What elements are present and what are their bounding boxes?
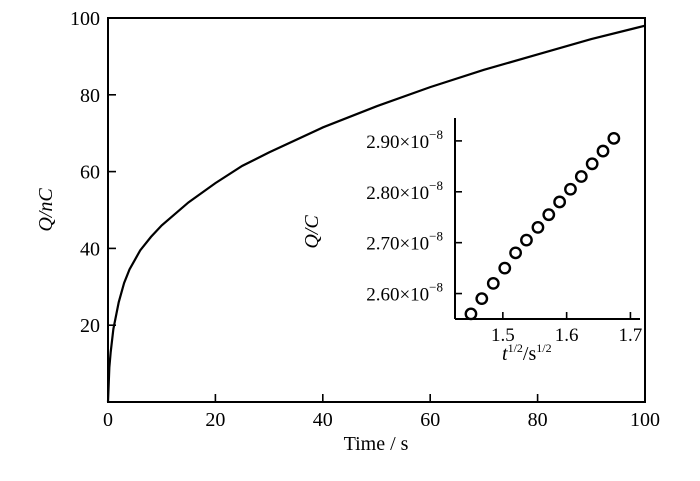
inset-data-point xyxy=(553,195,567,209)
main-y-tick-label: 60 xyxy=(80,162,100,184)
inset-x-tick-label: 1.5 xyxy=(491,325,515,346)
inset-y-tick-label: 2.60×10−8 xyxy=(366,280,443,306)
inset-data-point xyxy=(564,182,577,196)
inset-data-point xyxy=(486,276,500,290)
inset-data-point xyxy=(574,170,588,183)
main-y-tick-label: 80 xyxy=(80,85,100,107)
main-y-tick-label: 20 xyxy=(80,315,100,337)
inset-data-point xyxy=(542,208,556,222)
inset-y-tick-label: 2.80×10−8 xyxy=(366,178,443,204)
inset-x-label-unit: /s xyxy=(523,343,537,365)
inset-y-axis-label: Q/C xyxy=(301,215,323,249)
main-y-tick-label: 100 xyxy=(70,8,100,30)
inset-data-point xyxy=(498,261,512,275)
inset-data-point xyxy=(520,233,533,247)
main-x-axis-label: Time / s xyxy=(344,433,409,455)
main-x-ticks: 0 20 40 60 80 100 xyxy=(103,394,660,431)
inset-data-point xyxy=(585,157,599,171)
main-y-axis-label: Q/nC xyxy=(35,188,57,232)
inset-x-tick-label: 1.6 xyxy=(555,325,579,346)
main-series-line xyxy=(106,24,646,403)
inset-y-ticks: 2.60×10−8 2.70×10−8 2.80×10−8 2.90×10−8 xyxy=(366,127,462,306)
main-y-tick-label: 40 xyxy=(80,238,100,260)
main-y-ticks: 20 40 60 80 100 xyxy=(70,8,116,337)
inset-data-point xyxy=(607,131,621,145)
inset-data-point xyxy=(531,221,545,234)
inset-x-label-unit-exponent: 1/2 xyxy=(536,341,551,355)
inset-x-ticks: 1.5 1.6 1.7 xyxy=(491,312,642,346)
main-x-tick-label: 0 xyxy=(103,409,113,431)
inset-x-label-t-exponent: 1/2 xyxy=(508,341,523,355)
inset-y-tick-label: 2.70×10−8 xyxy=(366,229,443,255)
main-x-tick-label: 100 xyxy=(630,409,660,431)
main-plot-frame xyxy=(107,17,646,403)
main-plot: 0 20 40 60 80 100 20 40 60 80 100 Time / s Q/nC xyxy=(35,8,660,455)
main-x-tick-label: 80 xyxy=(528,409,548,431)
inset-x-tick-label: 1.7 xyxy=(619,325,643,346)
main-x-tick-label: 20 xyxy=(205,409,225,431)
inset-x-axis-label: t1/2/s1/2 xyxy=(502,341,552,365)
main-x-tick-label: 40 xyxy=(313,409,333,431)
inset-data-point xyxy=(475,292,489,306)
main-x-tick-label: 60 xyxy=(420,409,440,431)
inset-plot: 1.5 1.6 1.7 2.60×10−8 2.70×10−8 2.80×10−8 2.9… xyxy=(301,118,642,365)
inset-data-point xyxy=(509,246,522,260)
inset-data-point xyxy=(596,144,610,158)
inset-x-label-t: t xyxy=(502,343,508,365)
inset-y-tick-label: 2.90×10−8 xyxy=(366,127,443,153)
